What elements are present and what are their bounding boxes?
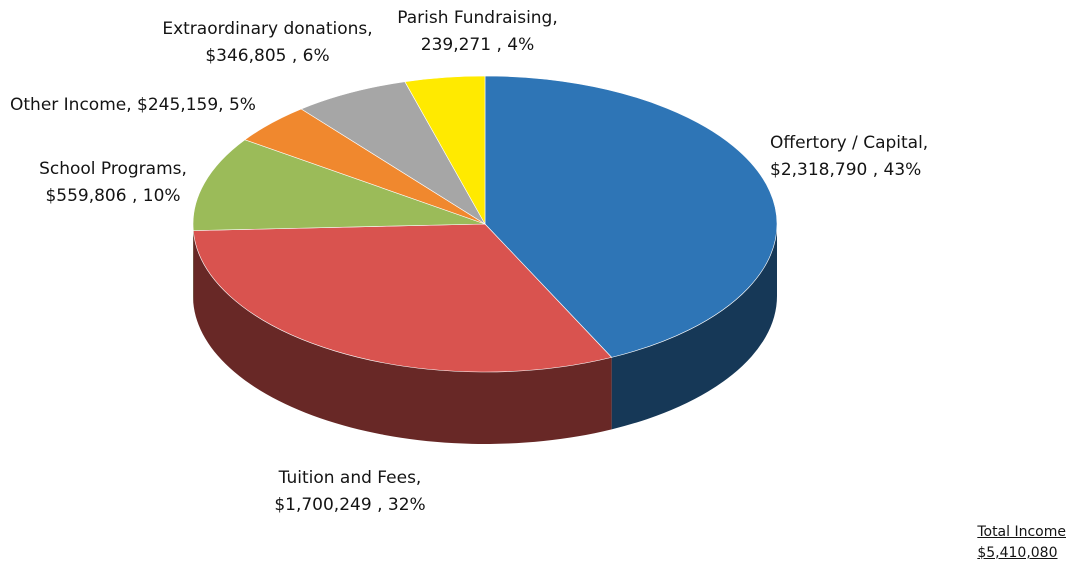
pie-slice-school-programs [192,139,486,231]
label-school-name: School Programs, [39,159,187,179]
label-school: School Programs, $559,806 , 10% [18,156,208,210]
label-tuition-name: Tuition and Fees, [278,468,422,488]
pie-side-offertory-capital [611,224,777,430]
label-tuition-value: $1,700,249 , 32% [274,495,426,515]
total-income-label: Total Income [977,524,1066,540]
label-other-text: Other Income, $245,159, 5% [10,95,256,115]
label-other: Other Income, $245,159, 5% [10,92,256,119]
label-extra-value: $346,805 , 6% [205,46,330,66]
label-parish-name: Parish Fundraising, [397,8,558,28]
pie-slice-tuition-and-fees [192,223,613,373]
total-income-value: $5,410,080 [977,545,1058,561]
label-offertory-name: Offertory / Capital, [770,133,929,153]
pie-slice-parish-fundraising [404,75,486,226]
pie-side-tuition-and-fees [193,230,612,445]
label-parish: Parish Fundraising, 239,271 , 4% [380,5,575,59]
label-parish-value: 239,271 , 4% [420,35,535,55]
label-extra-name: Extraordinary donations, [162,19,373,39]
pie-tops [192,75,778,373]
label-extra: Extraordinary donations, $346,805 , 6% [150,16,385,70]
label-tuition: Tuition and Fees, $1,700,249 , 32% [245,465,455,519]
total-income: Total Income $5,410,080 [977,522,1066,564]
label-offertory-value: $2,318,790 , 43% [770,160,922,180]
pie-slice-extraordinary-donations [300,81,486,225]
pie-sides [192,224,777,445]
pie-slice-offertory-capital [484,75,778,358]
label-offertory: Offertory / Capital, $2,318,790 , 43% [770,130,928,184]
label-school-value: $559,806 , 10% [45,186,181,206]
